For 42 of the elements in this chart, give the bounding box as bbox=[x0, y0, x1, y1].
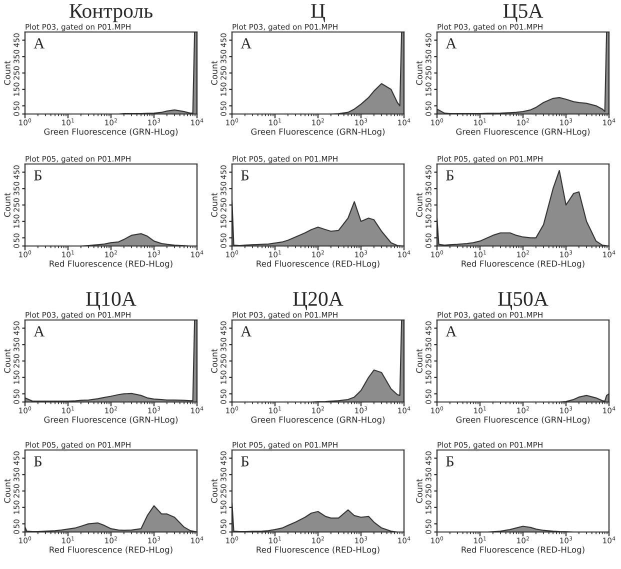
chart-title: Ц20А bbox=[293, 292, 344, 310]
chart-title: Ц50А bbox=[498, 292, 548, 310]
x-axis-title: Green Fluorescence (GRN-HLog) bbox=[251, 128, 385, 136]
y-axis-title: Count bbox=[4, 478, 10, 503]
annotation: А bbox=[446, 38, 457, 48]
x-axis-title: Green Fluorescence (GRN-HLog) bbox=[44, 416, 178, 424]
x-axis-title: Red Fluorescence (RED-HLog) bbox=[50, 546, 172, 554]
annotation: Б bbox=[34, 170, 42, 180]
y-axis-title: Count bbox=[211, 192, 218, 217]
chart-title: Ц bbox=[311, 4, 325, 22]
x-axis-title: Red Fluorescence (RED-HLog) bbox=[462, 260, 584, 268]
annotation: Б bbox=[241, 170, 248, 180]
y-axis-title: Count bbox=[416, 60, 422, 85]
y-axis-title: Count bbox=[211, 60, 218, 85]
y-axis-title: Count bbox=[416, 192, 422, 217]
y-axis-title: Count bbox=[416, 348, 422, 373]
annotation: А bbox=[446, 326, 457, 336]
y-axis-title: Count bbox=[4, 192, 10, 217]
annotation: А bbox=[34, 38, 45, 48]
x-axis-title: Green Fluorescence (GRN-HLog) bbox=[456, 128, 590, 136]
annotation: Б bbox=[446, 170, 454, 180]
x-axis-title: Green Fluorescence (GRN-HLog) bbox=[44, 128, 178, 136]
x-axis-title: Red Fluorescence (RED-HLog) bbox=[256, 260, 380, 268]
chart-title: Ц5А bbox=[503, 4, 544, 22]
x-axis-title: Green Fluorescence (GRN-HLog) bbox=[456, 416, 590, 424]
y-axis-title: Count bbox=[211, 478, 218, 503]
annotation: А bbox=[34, 326, 45, 336]
y-axis-title: Count bbox=[211, 348, 218, 373]
chart-title: Контроль bbox=[69, 4, 152, 22]
y-axis-title: Count bbox=[4, 348, 10, 373]
y-axis-title: Count bbox=[416, 478, 422, 503]
annotation: А bbox=[240, 326, 252, 336]
chart-title: Ц10А bbox=[86, 292, 136, 310]
annotation: Б bbox=[446, 456, 454, 466]
annotation: Б bbox=[34, 456, 42, 466]
x-axis-title: Red Fluorescence (RED-HLog) bbox=[50, 260, 172, 268]
x-axis-title: Green Fluorescence (GRN-HLog) bbox=[251, 416, 385, 424]
y-axis-title: Count bbox=[4, 60, 10, 85]
x-axis-title: Red Fluorescence (RED-HLog) bbox=[256, 546, 380, 554]
x-axis-title: Red Fluorescence (RED-HLog) bbox=[462, 546, 584, 554]
annotation: Б bbox=[241, 456, 248, 466]
annotation: А bbox=[240, 38, 252, 48]
